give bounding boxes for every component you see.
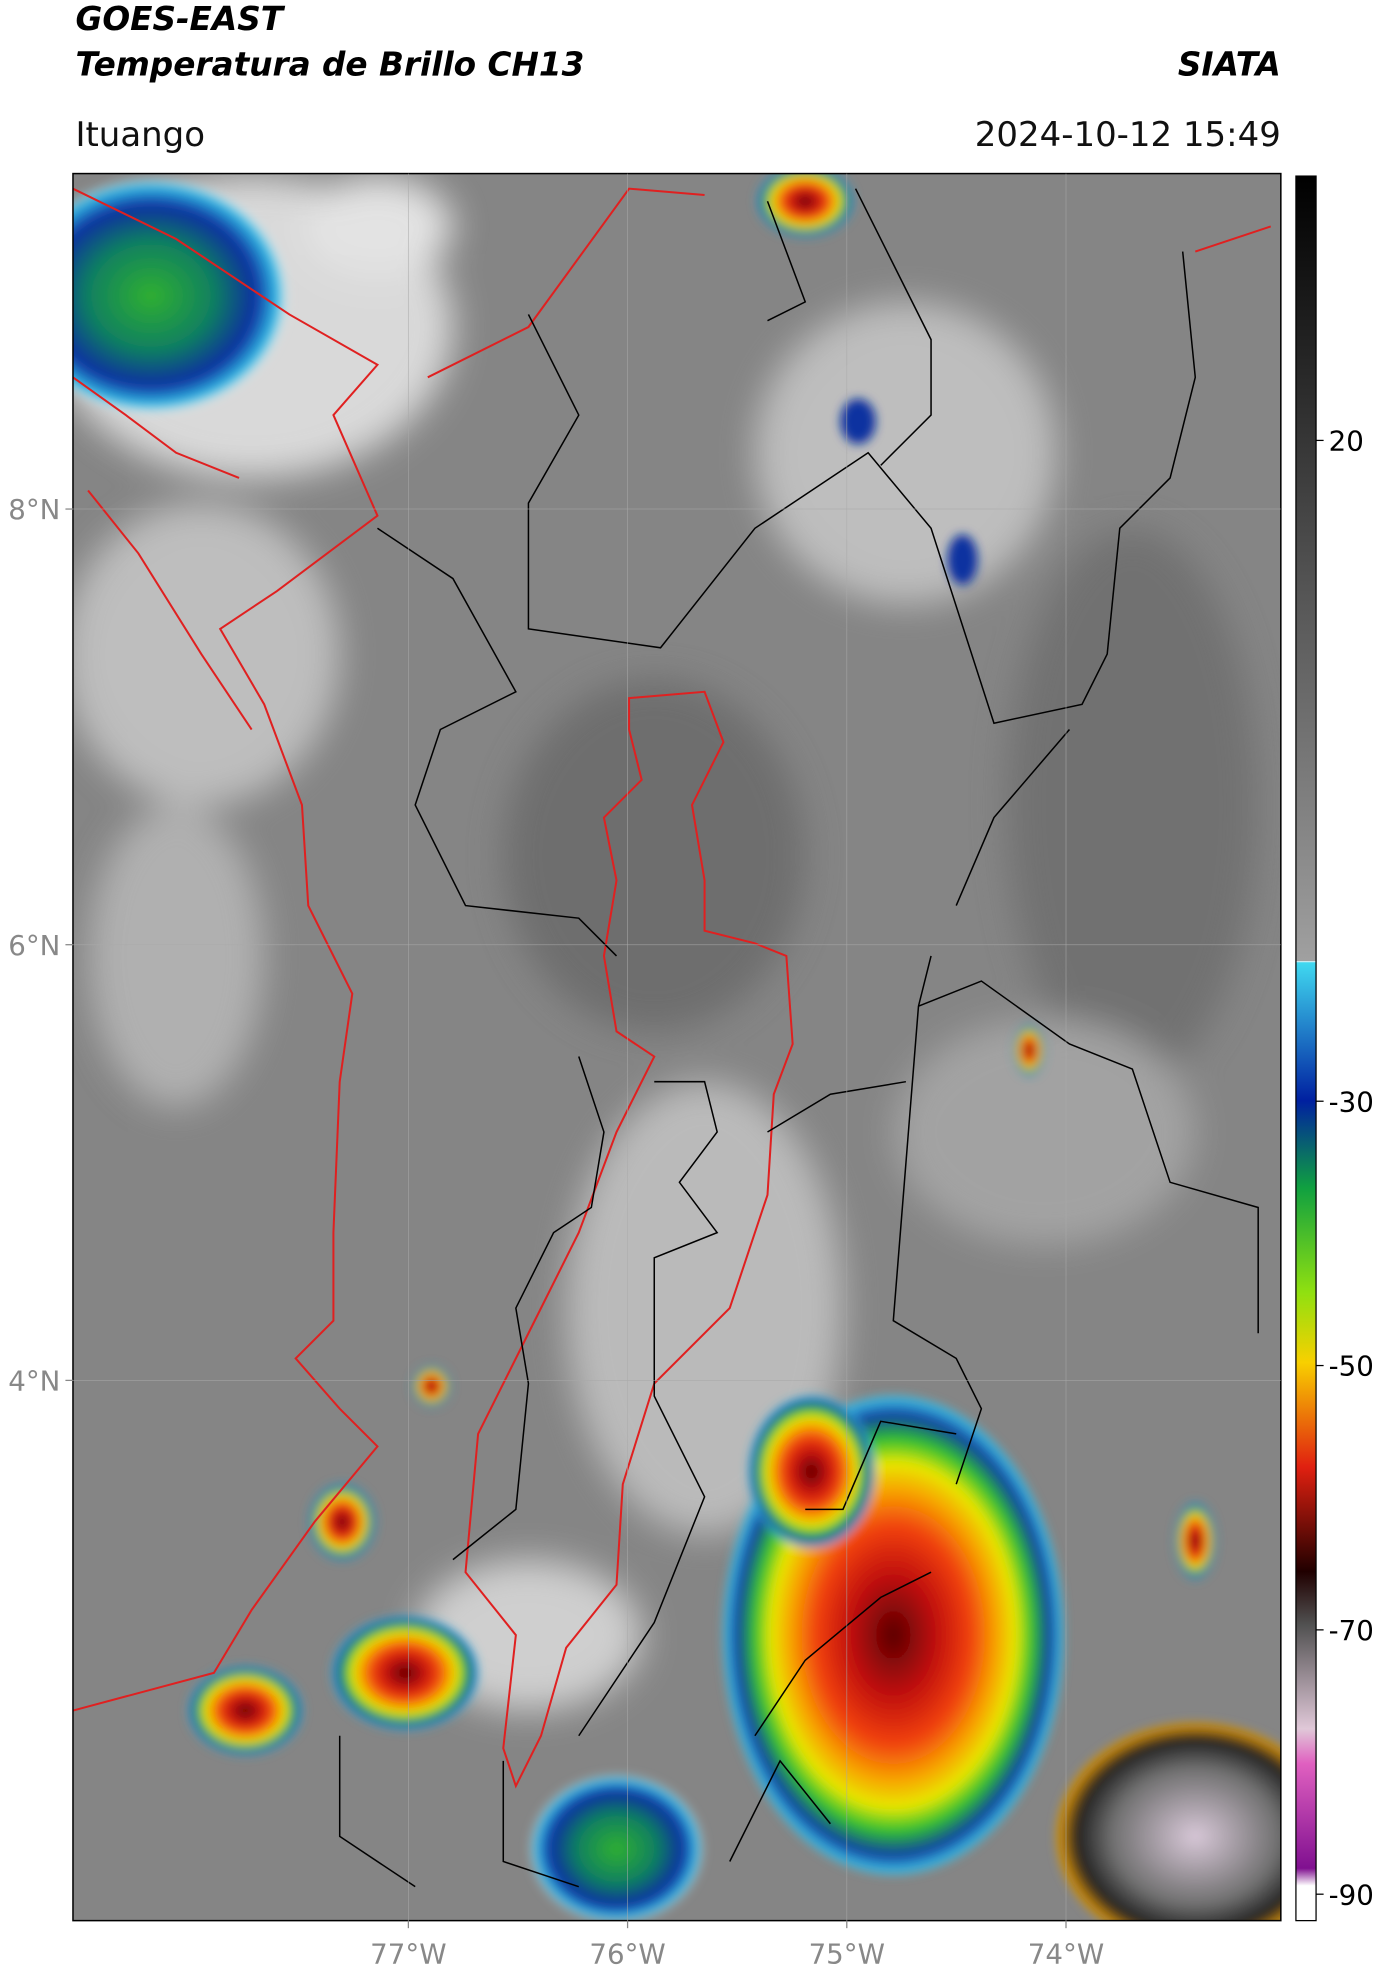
map-frame [72, 172, 1282, 1922]
colorbar [1295, 175, 1317, 1922]
lon-label: 74°W [1028, 1937, 1104, 1970]
subtitle: Temperatura de Brillo CH13 [75, 45, 584, 83]
title: GOES-EAST [75, 0, 285, 38]
lon-label: 76°W [589, 1937, 665, 1970]
boundary-red [72, 187, 1272, 1789]
lat-label: 8°N [8, 493, 60, 526]
lat-label: 6°N [8, 929, 60, 962]
lon-label: 75°W [809, 1937, 885, 1970]
lon-label: 77°W [370, 1937, 446, 1970]
colorbar-label: -90 [1329, 1878, 1374, 1911]
colorbar-label: -70 [1329, 1614, 1374, 1647]
timestamp: 2024-10-12 15:49 [975, 115, 1281, 155]
colorbar-label: -30 [1329, 1085, 1374, 1118]
source: SIATA [1178, 45, 1281, 83]
satellite-image [72, 173, 1281, 1921]
colorbar-label: 20 [1329, 424, 1364, 457]
region: Ituango [75, 115, 205, 155]
colorbar-label: -50 [1329, 1350, 1374, 1383]
lat-label: 4°N [8, 1364, 60, 1397]
boundary-black [338, 188, 1259, 1888]
